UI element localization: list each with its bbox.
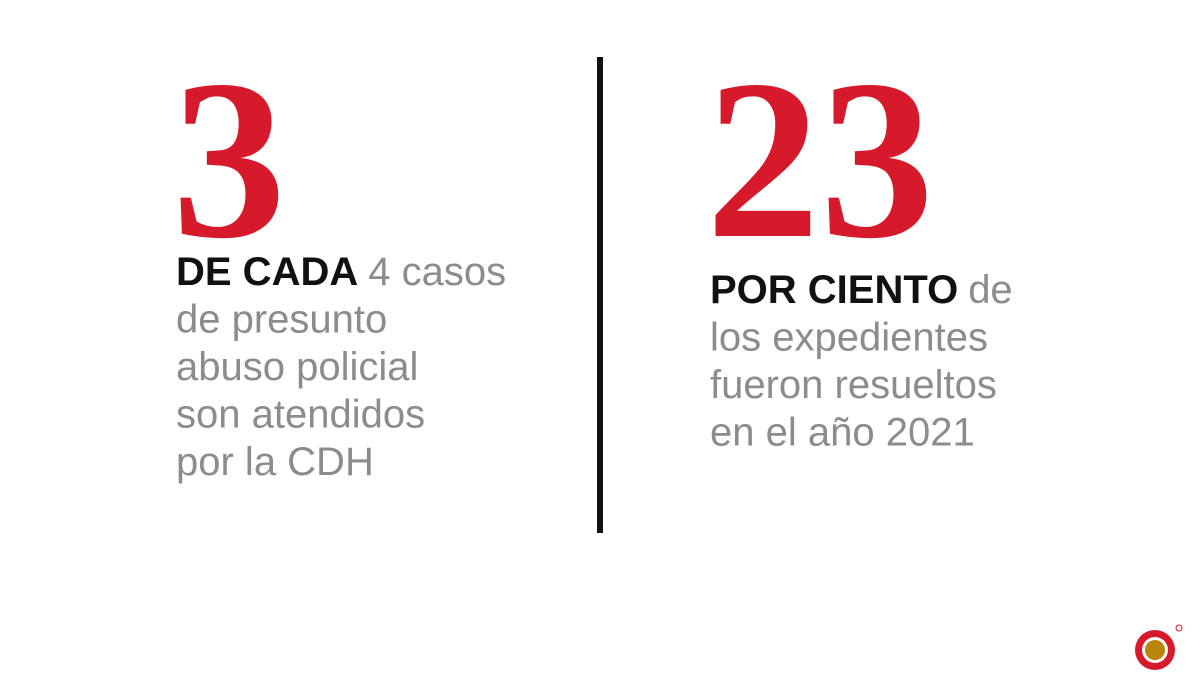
- logo-seal: [1145, 640, 1165, 660]
- lead-text: POR CIENTO: [710, 268, 958, 312]
- text-line: son atendidos: [176, 393, 425, 437]
- body-text: de: [968, 268, 1013, 312]
- body-text: 4 casos: [368, 250, 506, 294]
- text-line: abuso policial: [176, 345, 418, 389]
- text-line: los expedientes: [710, 316, 988, 360]
- text-line: en el año 2021: [710, 411, 975, 455]
- logo-mark: [1175, 624, 1183, 632]
- big-number: 23: [706, 34, 934, 286]
- lead-text: DE CADA: [176, 250, 358, 294]
- logo: [1135, 624, 1183, 670]
- big-number: 3: [172, 34, 286, 286]
- text-line: fueron resueltos: [710, 363, 997, 407]
- text-line: POR CIENTO de: [710, 268, 1013, 312]
- divider: [597, 57, 603, 533]
- text-line: de presunto: [176, 298, 387, 342]
- text-line: por la CDH: [176, 440, 374, 484]
- text-line: DE CADA 4 casos: [176, 250, 506, 294]
